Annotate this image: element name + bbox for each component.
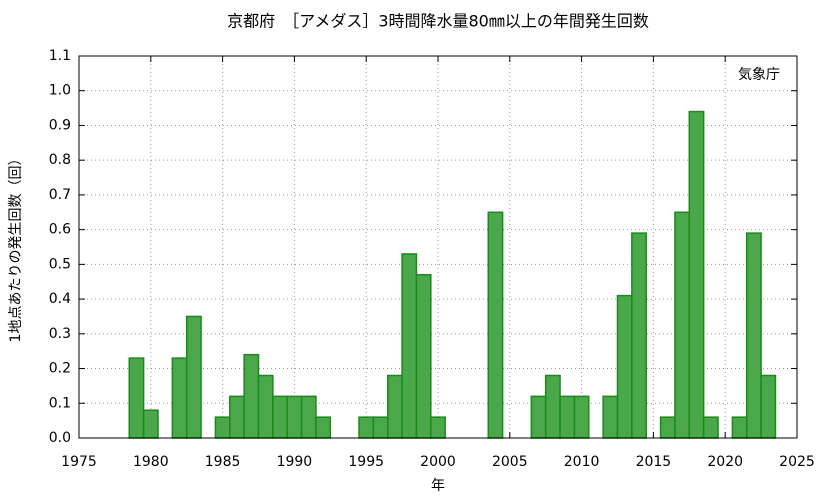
bar: [559, 395, 576, 439]
bar: [731, 416, 748, 439]
x-tick-label: 2025: [779, 454, 815, 470]
bar: [142, 409, 159, 439]
bar: [257, 374, 274, 439]
x-tick-label: 1985: [205, 454, 241, 470]
x-tick-label: 1975: [61, 454, 97, 470]
y-tick-label: 0.0: [49, 430, 71, 446]
y-tick-label: 0.2: [49, 361, 71, 377]
bar: [415, 274, 432, 439]
x-tick-label: 2000: [420, 454, 456, 470]
bar: [229, 395, 245, 439]
x-tick-label: 1990: [277, 454, 313, 470]
bar: [315, 416, 332, 439]
y-tick-label: 0.3: [49, 326, 71, 342]
bar: [616, 294, 633, 439]
bar: [286, 395, 303, 439]
y-tick-label: 0.9: [49, 117, 71, 133]
bar: [214, 416, 231, 439]
plot-frame: [78, 55, 798, 439]
y-axis-label: 1地点あたりの発生回数（回）: [8, 152, 24, 343]
x-tick-label: 1995: [348, 454, 384, 470]
y-tick-label: 0.7: [49, 187, 71, 203]
bar: [659, 416, 676, 439]
y-tick-label: 0.8: [49, 152, 71, 168]
bar: [430, 416, 446, 439]
x-tick-label: 2010: [564, 454, 600, 470]
bar: [243, 353, 260, 439]
bar: [745, 232, 762, 439]
y-tick-label: 0.1: [49, 395, 71, 411]
y-tick-label: 0.4: [49, 291, 71, 307]
bar: [185, 315, 202, 439]
y-tick-label: 1.0: [49, 83, 71, 99]
x-tick-label: 2005: [492, 454, 528, 470]
bar: [300, 395, 317, 439]
y-tick-label: 1.1: [49, 48, 71, 64]
bar: [487, 211, 504, 439]
bar: [386, 374, 403, 439]
bar: [631, 232, 647, 439]
annotation: 気象庁: [738, 67, 780, 83]
x-tick-label: 2015: [636, 454, 672, 470]
bar: [573, 395, 590, 439]
bar: [372, 416, 389, 439]
x-axis-label: 年: [431, 478, 445, 494]
bar: [272, 395, 288, 439]
x-tick-label: 2020: [707, 454, 743, 470]
bar: [674, 211, 691, 439]
chart-title: 京都府 ［アメダス］3時間降水量80㎜以上の年間発生回数: [227, 12, 649, 31]
bar: [760, 374, 777, 439]
bar: [688, 110, 705, 439]
bar: [128, 357, 145, 439]
bar: [401, 253, 418, 439]
bar: [358, 416, 375, 439]
x-tick-label: 1980: [133, 454, 169, 470]
bar: [702, 416, 719, 439]
bar: [602, 395, 619, 439]
bar: [171, 357, 188, 439]
bar: [530, 395, 547, 439]
y-tick-label: 0.6: [49, 222, 71, 238]
bar: [544, 374, 561, 439]
y-tick-label: 0.5: [49, 256, 71, 272]
